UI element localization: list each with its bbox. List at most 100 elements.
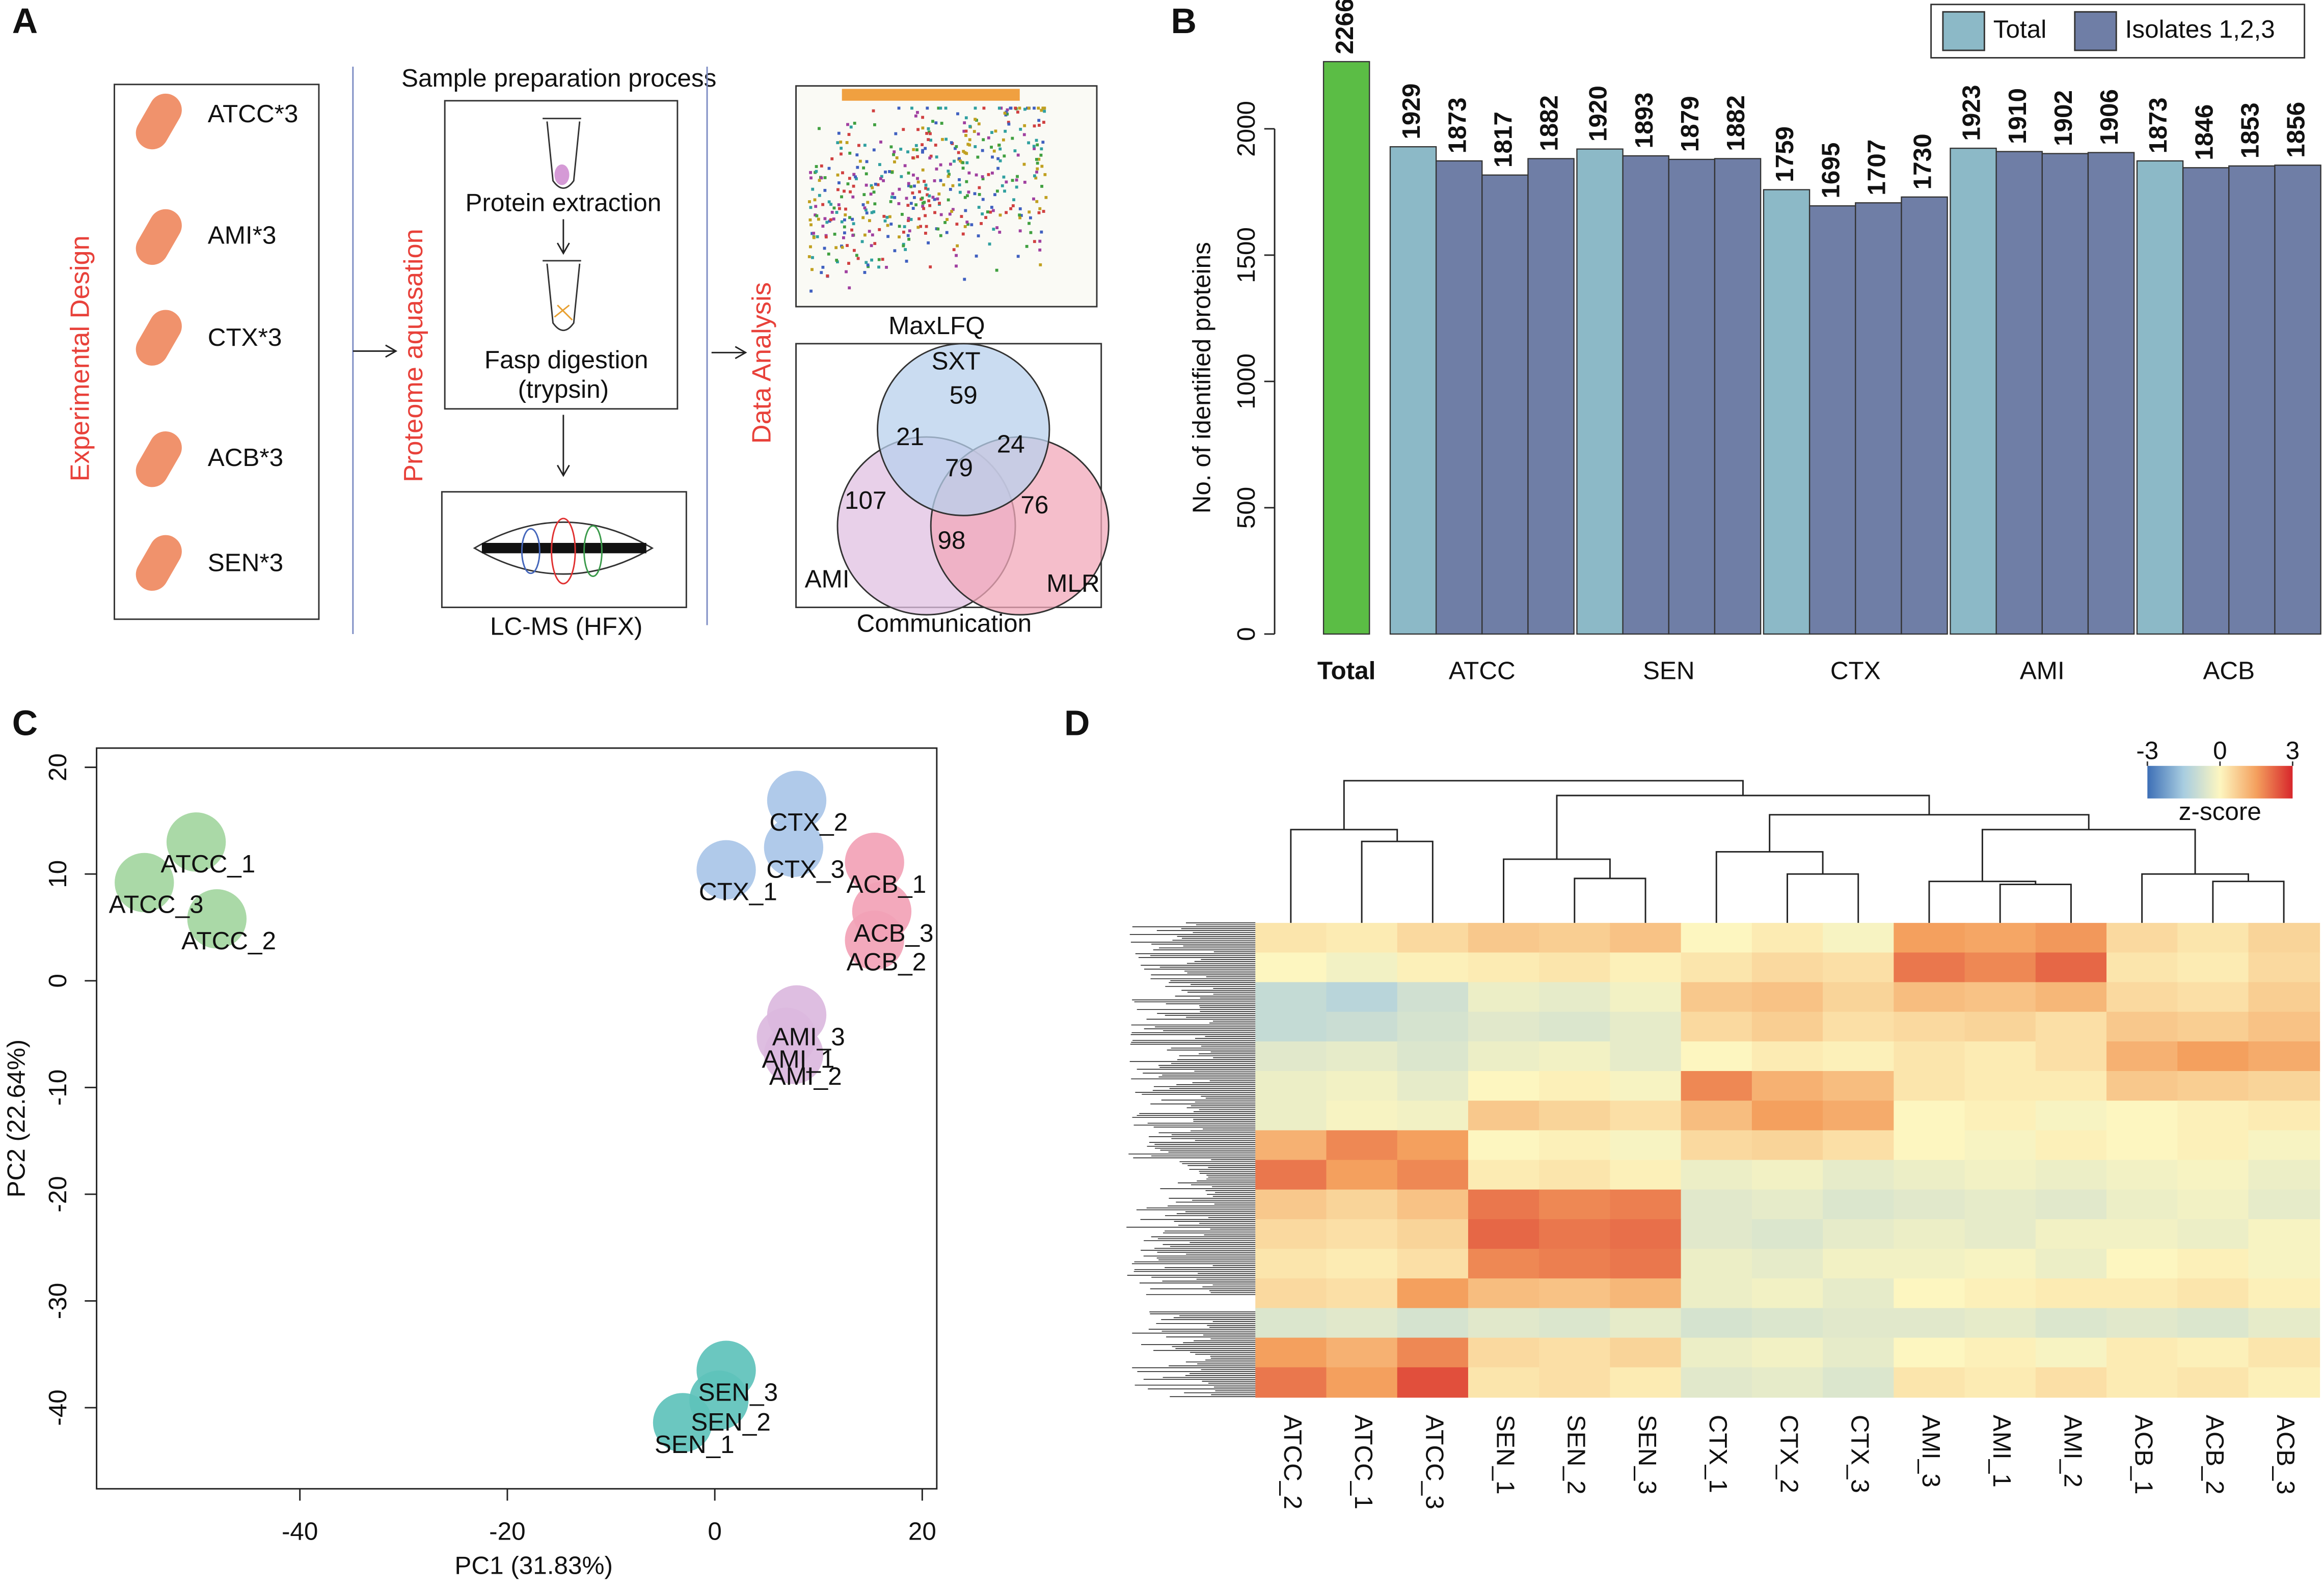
noise-dot <box>1011 136 1014 140</box>
noise-dot <box>950 141 953 145</box>
legend-swatch <box>2074 11 2117 51</box>
point-label: AMI_2 <box>769 1062 842 1090</box>
value-label: 1923 <box>1958 85 1986 141</box>
heat-cell <box>2035 1101 2107 1131</box>
heat-cell <box>1894 1041 1966 1072</box>
noise-dot <box>964 116 968 120</box>
arrow <box>556 415 570 477</box>
noise-dot <box>878 228 881 231</box>
dendrogram <box>2212 881 2285 923</box>
noise-dot <box>1027 106 1031 110</box>
heat-cell <box>1326 1219 1398 1250</box>
heat-cell <box>1894 952 1966 983</box>
noise-dot <box>1016 255 1020 258</box>
heat-cell <box>1397 1041 1469 1072</box>
noise-dot <box>808 218 812 222</box>
noise-dot <box>1033 124 1036 128</box>
bar <box>1714 158 1762 635</box>
bacterium <box>136 310 182 366</box>
heat-cell <box>2106 1189 2178 1220</box>
noise-dot <box>843 218 846 222</box>
noise-dot <box>959 159 962 162</box>
noise-dot <box>958 183 961 186</box>
noise-dot <box>824 235 828 239</box>
noise-dot <box>933 198 936 201</box>
noise-dot <box>821 225 825 228</box>
noise-dot <box>1036 161 1039 165</box>
noise-dot <box>1007 121 1010 124</box>
value-label: 1902 <box>2049 90 2077 146</box>
bar <box>1950 147 1997 635</box>
heat-cell <box>1894 1367 1966 1398</box>
noise-dot <box>1028 210 1031 214</box>
noise-dot <box>1018 213 1021 217</box>
heat-cell <box>1894 1337 1966 1368</box>
noise-dot <box>827 167 831 170</box>
heat-cell <box>1964 1219 2037 1250</box>
x-tick-label: Total <box>1317 657 1375 685</box>
value-label: 1879 <box>1676 96 1704 152</box>
noise-dot <box>891 192 895 196</box>
heat-cell <box>2248 1189 2320 1220</box>
noise-dot <box>1012 198 1015 202</box>
point-label: AMI_3 <box>772 1023 845 1051</box>
heat-cell <box>2248 1367 2320 1398</box>
heat-cell <box>1255 1101 1327 1131</box>
noise-dot <box>953 159 956 163</box>
heat-cell <box>1539 982 1611 1013</box>
noise-dot <box>921 116 925 119</box>
heat-cell <box>2106 1011 2178 1043</box>
noise-dot <box>947 198 950 202</box>
noise-dot <box>964 134 967 137</box>
heat-cell <box>1964 1189 2037 1220</box>
noise-dot <box>916 155 919 158</box>
heat-cell <box>2177 1189 2249 1220</box>
noise-dot <box>849 125 853 129</box>
noise-dot <box>911 207 915 210</box>
noise-dot <box>907 182 910 185</box>
noise-dot <box>863 233 867 237</box>
noise-dot <box>978 186 981 189</box>
heat-cell <box>1255 1189 1327 1220</box>
column-label: AMI_1 <box>1988 1415 2016 1488</box>
venn-set <box>877 343 1050 516</box>
noise-dot <box>873 123 876 126</box>
value-label: 1759 <box>1771 126 1799 182</box>
heat-cell <box>1823 1308 1895 1339</box>
heat-cell <box>1894 1308 1966 1339</box>
heat-cell <box>2177 1249 2249 1279</box>
value-label: 1853 <box>2236 102 2264 158</box>
noise-dot <box>823 246 826 250</box>
noise-dot <box>823 188 827 192</box>
heat-cell <box>1964 1249 2037 1279</box>
noise-dot <box>921 126 925 130</box>
value-label: 1873 <box>2144 97 2172 153</box>
noise-dot <box>845 141 849 144</box>
noise-dot <box>840 147 843 150</box>
noise-dot <box>872 190 876 194</box>
column-label: ATCC_2 <box>1279 1415 1307 1510</box>
panel-label: B <box>1171 1 1196 41</box>
bar <box>1808 205 1856 635</box>
heat-cell <box>1397 1160 1469 1191</box>
noise-dot <box>1006 112 1009 116</box>
noise-dot <box>818 179 821 182</box>
heat-cell <box>1326 1308 1398 1339</box>
noise-dot <box>1034 176 1038 180</box>
heat-cell <box>2177 952 2249 983</box>
heat-cell <box>1468 1219 1540 1250</box>
heat-cell <box>2106 1337 2178 1368</box>
noise-dot <box>957 151 960 154</box>
noise-dot <box>1003 112 1007 115</box>
venn-count: 24 <box>997 430 1025 458</box>
noise-dot <box>835 260 839 264</box>
noise-dot <box>981 177 985 180</box>
noise-dot <box>921 150 924 154</box>
noise-dot <box>926 106 929 110</box>
noise-dot <box>937 106 940 110</box>
noise-dot <box>820 164 823 168</box>
noise-dot <box>808 200 811 203</box>
heat-cell <box>1397 1249 1469 1279</box>
heat-cell <box>2177 1337 2249 1368</box>
noise-dot <box>980 222 983 225</box>
